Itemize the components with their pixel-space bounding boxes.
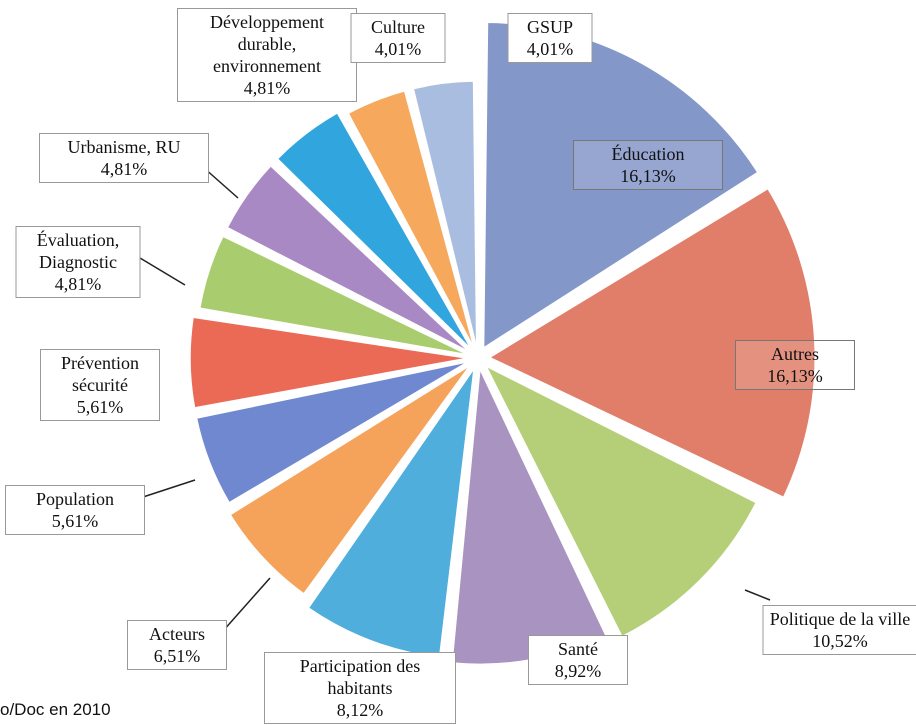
slice-name: GSUP	[526, 17, 574, 37]
slice-value: 5,61%	[76, 397, 124, 417]
slice-value: 4,01%	[526, 39, 574, 59]
slice-name: Politique de la ville	[769, 609, 911, 629]
slice-label: Évaluation, Diagnostic 4,81%	[15, 226, 141, 298]
slice-name: Acteurs	[149, 624, 205, 644]
slice-label: Population 5,61%	[5, 485, 145, 535]
footnote: o/Doc en 2010	[0, 700, 111, 719]
slice-label: Participation des habitants 8,12%	[264, 652, 456, 724]
slice-label: Politique de la ville 10,52%	[762, 605, 916, 655]
slice-value: 4,81%	[54, 274, 102, 294]
slice-value: 8,12%	[336, 700, 384, 720]
slice-value: 4,81%	[100, 159, 148, 179]
slice-value: 6,51%	[153, 646, 201, 666]
leader-line	[139, 479, 196, 499]
slice-label: Urbanisme, RU 4,81%	[39, 133, 209, 183]
slice-name: Urbanisme, RU	[67, 137, 181, 157]
leader-line	[139, 257, 186, 286]
slice-label: Culture 4,01%	[350, 13, 446, 63]
slice-value: 8,92%	[554, 661, 602, 681]
slice-name: Éducation	[611, 144, 685, 164]
slice-name: Prévention sécurité	[61, 353, 139, 395]
slice-label: Prévention sécurité 5,61%	[40, 349, 160, 421]
slice-value: 16,13%	[620, 166, 676, 186]
slice-name: Population	[35, 489, 114, 509]
slice-name: Culture	[371, 17, 425, 37]
slice-value: 4,81%	[243, 78, 291, 98]
slice-label: Acteurs 6,51%	[127, 620, 227, 670]
slice-value: 4,01%	[374, 39, 422, 59]
slice-value: 16,13%	[767, 366, 823, 386]
pie-slice	[196, 361, 468, 504]
slice-name: Développement durable, environnement	[210, 12, 324, 76]
pie-slice	[485, 365, 757, 637]
slice-name: Participation des habitants	[299, 656, 421, 698]
pie-slice	[277, 112, 472, 349]
pie-slice	[226, 165, 469, 352]
slice-name: Autres	[771, 344, 819, 364]
slice-label: Développement durable, environnement 4,81…	[177, 8, 357, 102]
pie-slice	[229, 365, 470, 595]
pie-slice	[189, 316, 467, 409]
slice-label: Santé 8,92%	[528, 635, 628, 685]
slice-label: Éducation 16,13%	[573, 140, 723, 190]
slice-label: Autres 16,13%	[735, 340, 855, 390]
slice-name: Santé	[558, 639, 598, 659]
pie-slice	[199, 235, 467, 355]
slice-label: GSUP 4,01%	[507, 13, 593, 63]
slice-value: 10,52%	[812, 631, 868, 651]
pie-slice	[412, 80, 477, 347]
slice-value: 5,61%	[51, 511, 99, 531]
slice-name: Évaluation, Diagnostic	[36, 230, 120, 272]
pie-slice	[347, 90, 475, 348]
leader-line	[744, 589, 771, 601]
